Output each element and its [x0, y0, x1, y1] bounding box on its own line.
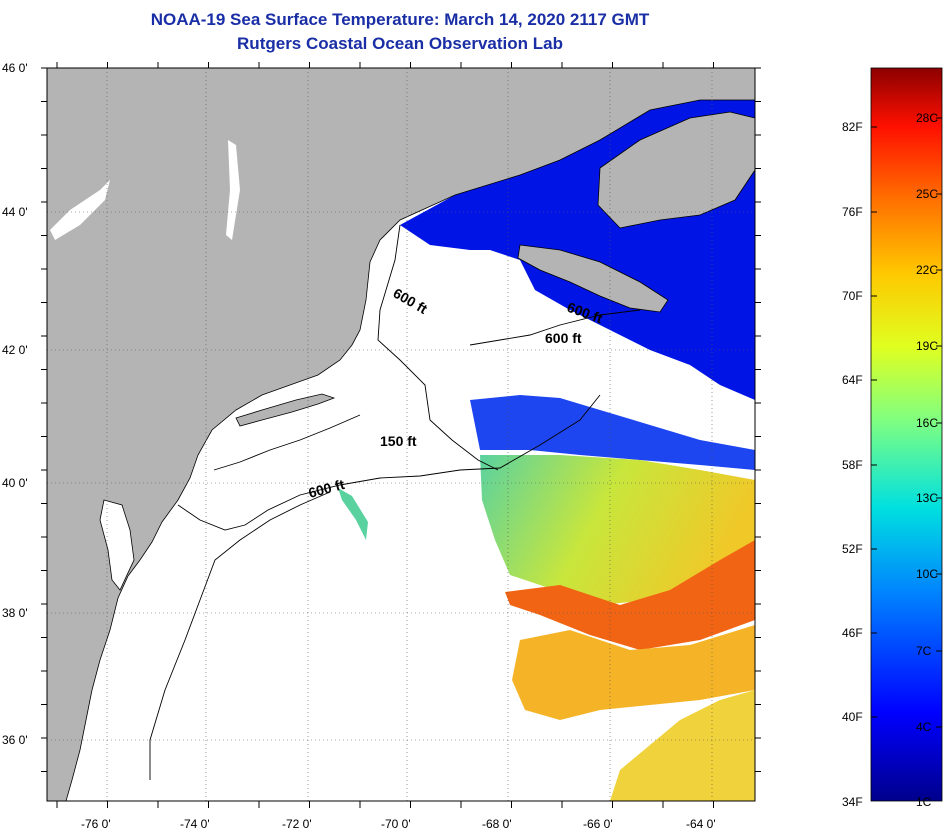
lat-label-42: 42 0'	[2, 343, 28, 357]
cb-f-34: 34F	[842, 795, 863, 809]
axis-ticks	[41, 62, 761, 808]
cb-c-13: 13C	[916, 491, 938, 505]
lat-label-38: 38 0'	[2, 606, 28, 620]
cb-c-7: 7C	[916, 644, 932, 658]
cb-f-58: 58F	[842, 458, 863, 472]
isobath-contours	[149, 224, 641, 780]
lat-label-44: 44 0'	[2, 205, 28, 219]
cb-f-46: 46F	[842, 626, 863, 640]
land-new-brunswick	[597, 111, 755, 229]
cb-f-76: 76F	[842, 205, 863, 219]
sst-warm-south	[610, 690, 755, 801]
lon-label-66: -66 0'	[583, 817, 613, 831]
sst-slope-water	[480, 455, 755, 605]
lat-label-36: 36 0'	[2, 733, 28, 747]
cb-c-22: 22C	[916, 263, 938, 277]
land-long-island	[235, 393, 336, 427]
cb-f-70: 70F	[842, 289, 863, 303]
lon-label-70: -70 0'	[381, 817, 411, 831]
cb-c-16: 16C	[916, 416, 938, 430]
lat-label-46: 46 0'	[2, 61, 28, 75]
lon-label-68: -68 0'	[482, 817, 512, 831]
isobath-label-4: 150 ft	[380, 433, 417, 449]
lon-label-72: -72 0'	[282, 817, 312, 831]
sst-blue-shelf	[470, 395, 755, 470]
cb-f-40: 40F	[842, 710, 863, 724]
cb-c-28: 28C	[916, 111, 938, 125]
land-mainland	[47, 68, 755, 801]
cb-f-52: 52F	[842, 542, 863, 556]
cb-c-19: 19C	[916, 339, 938, 353]
cb-c-1: 1C	[916, 795, 932, 809]
cb-c-25: 25C	[916, 187, 938, 201]
map-title-line2: Rutgers Coastal Ocean Observation Lab	[237, 34, 563, 53]
land-delmarva	[99, 499, 135, 591]
cb-c-10: 10C	[916, 567, 938, 581]
cb-c-4: 4C	[916, 720, 932, 734]
sst-gulf-stream	[505, 540, 755, 650]
lon-label-76: -76 0'	[81, 817, 111, 831]
colorbar	[870, 67, 943, 802]
colorbar-ticks	[871, 117, 942, 728]
sst-patch-nj	[338, 488, 368, 540]
lon-label-74: -74 0'	[180, 817, 210, 831]
sst-warm-sargasso	[512, 625, 755, 720]
cb-f-82: 82F	[842, 120, 863, 134]
lon-label-64: -64 0'	[686, 817, 716, 831]
isobath-label-3: 600 ft	[545, 330, 582, 346]
cb-f-64: 64F	[842, 373, 863, 387]
land-nova-scotia	[517, 244, 669, 313]
lat-label-40: 40 0'	[2, 476, 28, 490]
map-frame	[46, 67, 756, 802]
lake-ontario	[50, 180, 110, 240]
map-title-line1: NOAA-19 Sea Surface Temperature: March 1…	[150, 10, 650, 29]
lake-champlain	[226, 140, 240, 240]
